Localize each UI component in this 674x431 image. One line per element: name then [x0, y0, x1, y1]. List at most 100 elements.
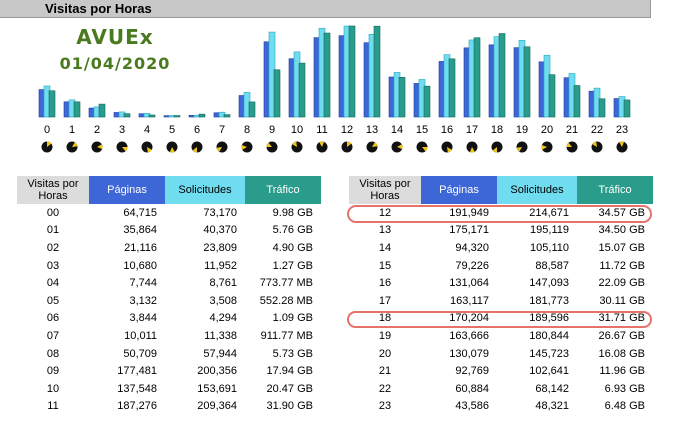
cell-hour: 18 [378, 312, 392, 325]
x-tick-label: 3 [119, 124, 125, 136]
highlight-oval [347, 205, 652, 223]
cell-trafico: 20.47 GB [266, 382, 313, 395]
bar-trafico [598, 98, 606, 118]
cell-trafico: 16.08 GB [598, 347, 645, 360]
bar-trafico [423, 85, 431, 118]
cell-hour: 02 [46, 241, 60, 254]
cell-trafico: 22.09 GB [598, 277, 645, 290]
cell-trafico: 6.48 GB [604, 400, 645, 413]
cell-solicitudes: 57,944 [203, 347, 237, 360]
bar-trafico [248, 101, 256, 118]
cell-solicitudes: 68,142 [535, 382, 569, 395]
cell-paginas: 21,116 [124, 241, 157, 254]
bar-trafico [523, 46, 531, 118]
clock-hand-icon [516, 147, 522, 152]
cell-solicitudes: 153,691 [197, 382, 237, 395]
clock-hand-icon [241, 144, 247, 150]
cell-hour: 00 [46, 206, 60, 219]
clock-hand-icon [372, 142, 378, 147]
cell-solicitudes: 3,508 [209, 294, 237, 307]
col-header-solicitudes: Solicitudes [165, 176, 245, 204]
cell-solicitudes: 73,170 [203, 206, 237, 219]
cell-hour: 12 [378, 206, 392, 219]
cell-solicitudes: 48,321 [535, 400, 569, 413]
cell-trafico: 11.96 GB [599, 365, 645, 378]
cell-paginas: 175,171 [449, 224, 489, 237]
cell-trafico: 5.76 GB [272, 224, 313, 237]
table-row: 02 21,116 23,809 4.90 GB [17, 239, 321, 257]
x-tick-label: 6 [194, 124, 200, 136]
table-row: 07 10,011 11,338 911.77 MB [17, 327, 321, 345]
cell-paginas: 137,548 [117, 382, 157, 395]
table-row: 15 79,226 88,587 11.72 GB [349, 257, 653, 275]
bar-trafico [323, 32, 331, 118]
clock-hand-icon [216, 147, 222, 152]
table-row: 17 163,117 181,773 30.11 GB [349, 292, 653, 310]
cell-trafico: 26.67 GB [598, 329, 645, 342]
cell-solicitudes: 189,596 [529, 312, 569, 325]
cell-hour: 10 [46, 382, 60, 395]
clock-hand-icon [347, 141, 352, 147]
cell-paginas: 50,709 [123, 347, 157, 360]
x-tick-label: 15 [416, 124, 428, 136]
cell-solicitudes: 40,370 [203, 224, 237, 237]
cell-trafico: 4.90 GB [272, 241, 313, 254]
cell-paginas: 3,844 [129, 312, 157, 325]
x-tick-label: 11 [316, 124, 327, 136]
cell-trafico: 9.98 GB [272, 206, 313, 219]
clock-hand-icon [319, 141, 325, 147]
table-row: 10 137,548 153,691 20.47 GB [17, 380, 321, 398]
cell-trafico: 552.28 MB [259, 294, 313, 307]
x-tick-label: 4 [144, 124, 150, 136]
hours-table-left: Visitas por Horas Páginas Solicitudes Tr… [17, 176, 321, 415]
cell-solicitudes: 209,364 [197, 400, 237, 413]
bar-trafico [173, 115, 181, 118]
bar-trafico [348, 25, 356, 118]
bar-trafico [198, 113, 206, 118]
hourly-bar-chart: 0 1 2 3 4 5 6 7 8 9 10 11 12 13 14 15 16 17 18 19 20 21 22 23 [38, 25, 631, 153]
cell-paginas: 79,226 [455, 259, 489, 272]
cell-solicitudes: 11,338 [204, 329, 237, 342]
cell-hour: 16 [378, 277, 392, 290]
highlight-oval [347, 310, 652, 329]
clock-hand-icon [422, 147, 428, 152]
x-tick-label: 16 [441, 124, 453, 136]
table-row: 05 3,132 3,508 552.28 MB [17, 292, 321, 310]
clock-hand-icon [397, 144, 403, 150]
bar-trafico [473, 37, 481, 118]
cell-solicitudes: 11,952 [204, 259, 237, 272]
cell-solicitudes: 8,761 [209, 277, 237, 290]
table-row: 00 64,715 73,170 9.98 GB [17, 204, 321, 222]
cell-hour: 19 [378, 329, 392, 342]
col-header-solicitudes: Solicitudes [497, 176, 577, 204]
bar-trafico [273, 69, 281, 118]
bar-trafico [48, 90, 56, 118]
table-row: 20 130,079 145,723 16.08 GB [349, 345, 653, 363]
table-row: 04 7,744 8,761 773.77 MB [17, 274, 321, 292]
cell-hour: 21 [378, 365, 392, 378]
cell-trafico: 11.72 GB [599, 259, 645, 272]
table-row: 13 175,171 195,119 34.50 GB [349, 222, 653, 240]
cell-trafico: 1.09 GB [272, 312, 313, 325]
cell-hour: 20 [378, 347, 392, 360]
table-row: 22 60,884 68,142 6.93 GB [349, 380, 653, 398]
clock-hand-icon [47, 141, 52, 147]
bar-trafico [623, 99, 631, 118]
cell-paginas: 60,884 [455, 382, 489, 395]
clock-hand-icon [72, 142, 78, 147]
cell-paginas: 7,744 [129, 277, 157, 290]
bar-trafico [123, 113, 131, 118]
cell-trafico: 31.71 GB [598, 312, 645, 325]
clock-hand-icon [97, 144, 103, 150]
bar-trafico [373, 25, 381, 118]
cell-hour: 08 [46, 347, 60, 360]
cell-trafico: 1.27 GB [272, 259, 313, 272]
col-header-trafico: Tráfico [245, 176, 321, 204]
bar-trafico [223, 114, 231, 118]
cell-solicitudes: 23,809 [203, 241, 237, 254]
cell-hour: 04 [46, 277, 60, 290]
x-tick-label: 10 [291, 124, 303, 136]
col-header-paginas: Páginas [421, 176, 497, 204]
table-row: 06 3,844 4,294 1.09 GB [17, 310, 321, 328]
cell-solicitudes: 147,093 [529, 277, 569, 290]
